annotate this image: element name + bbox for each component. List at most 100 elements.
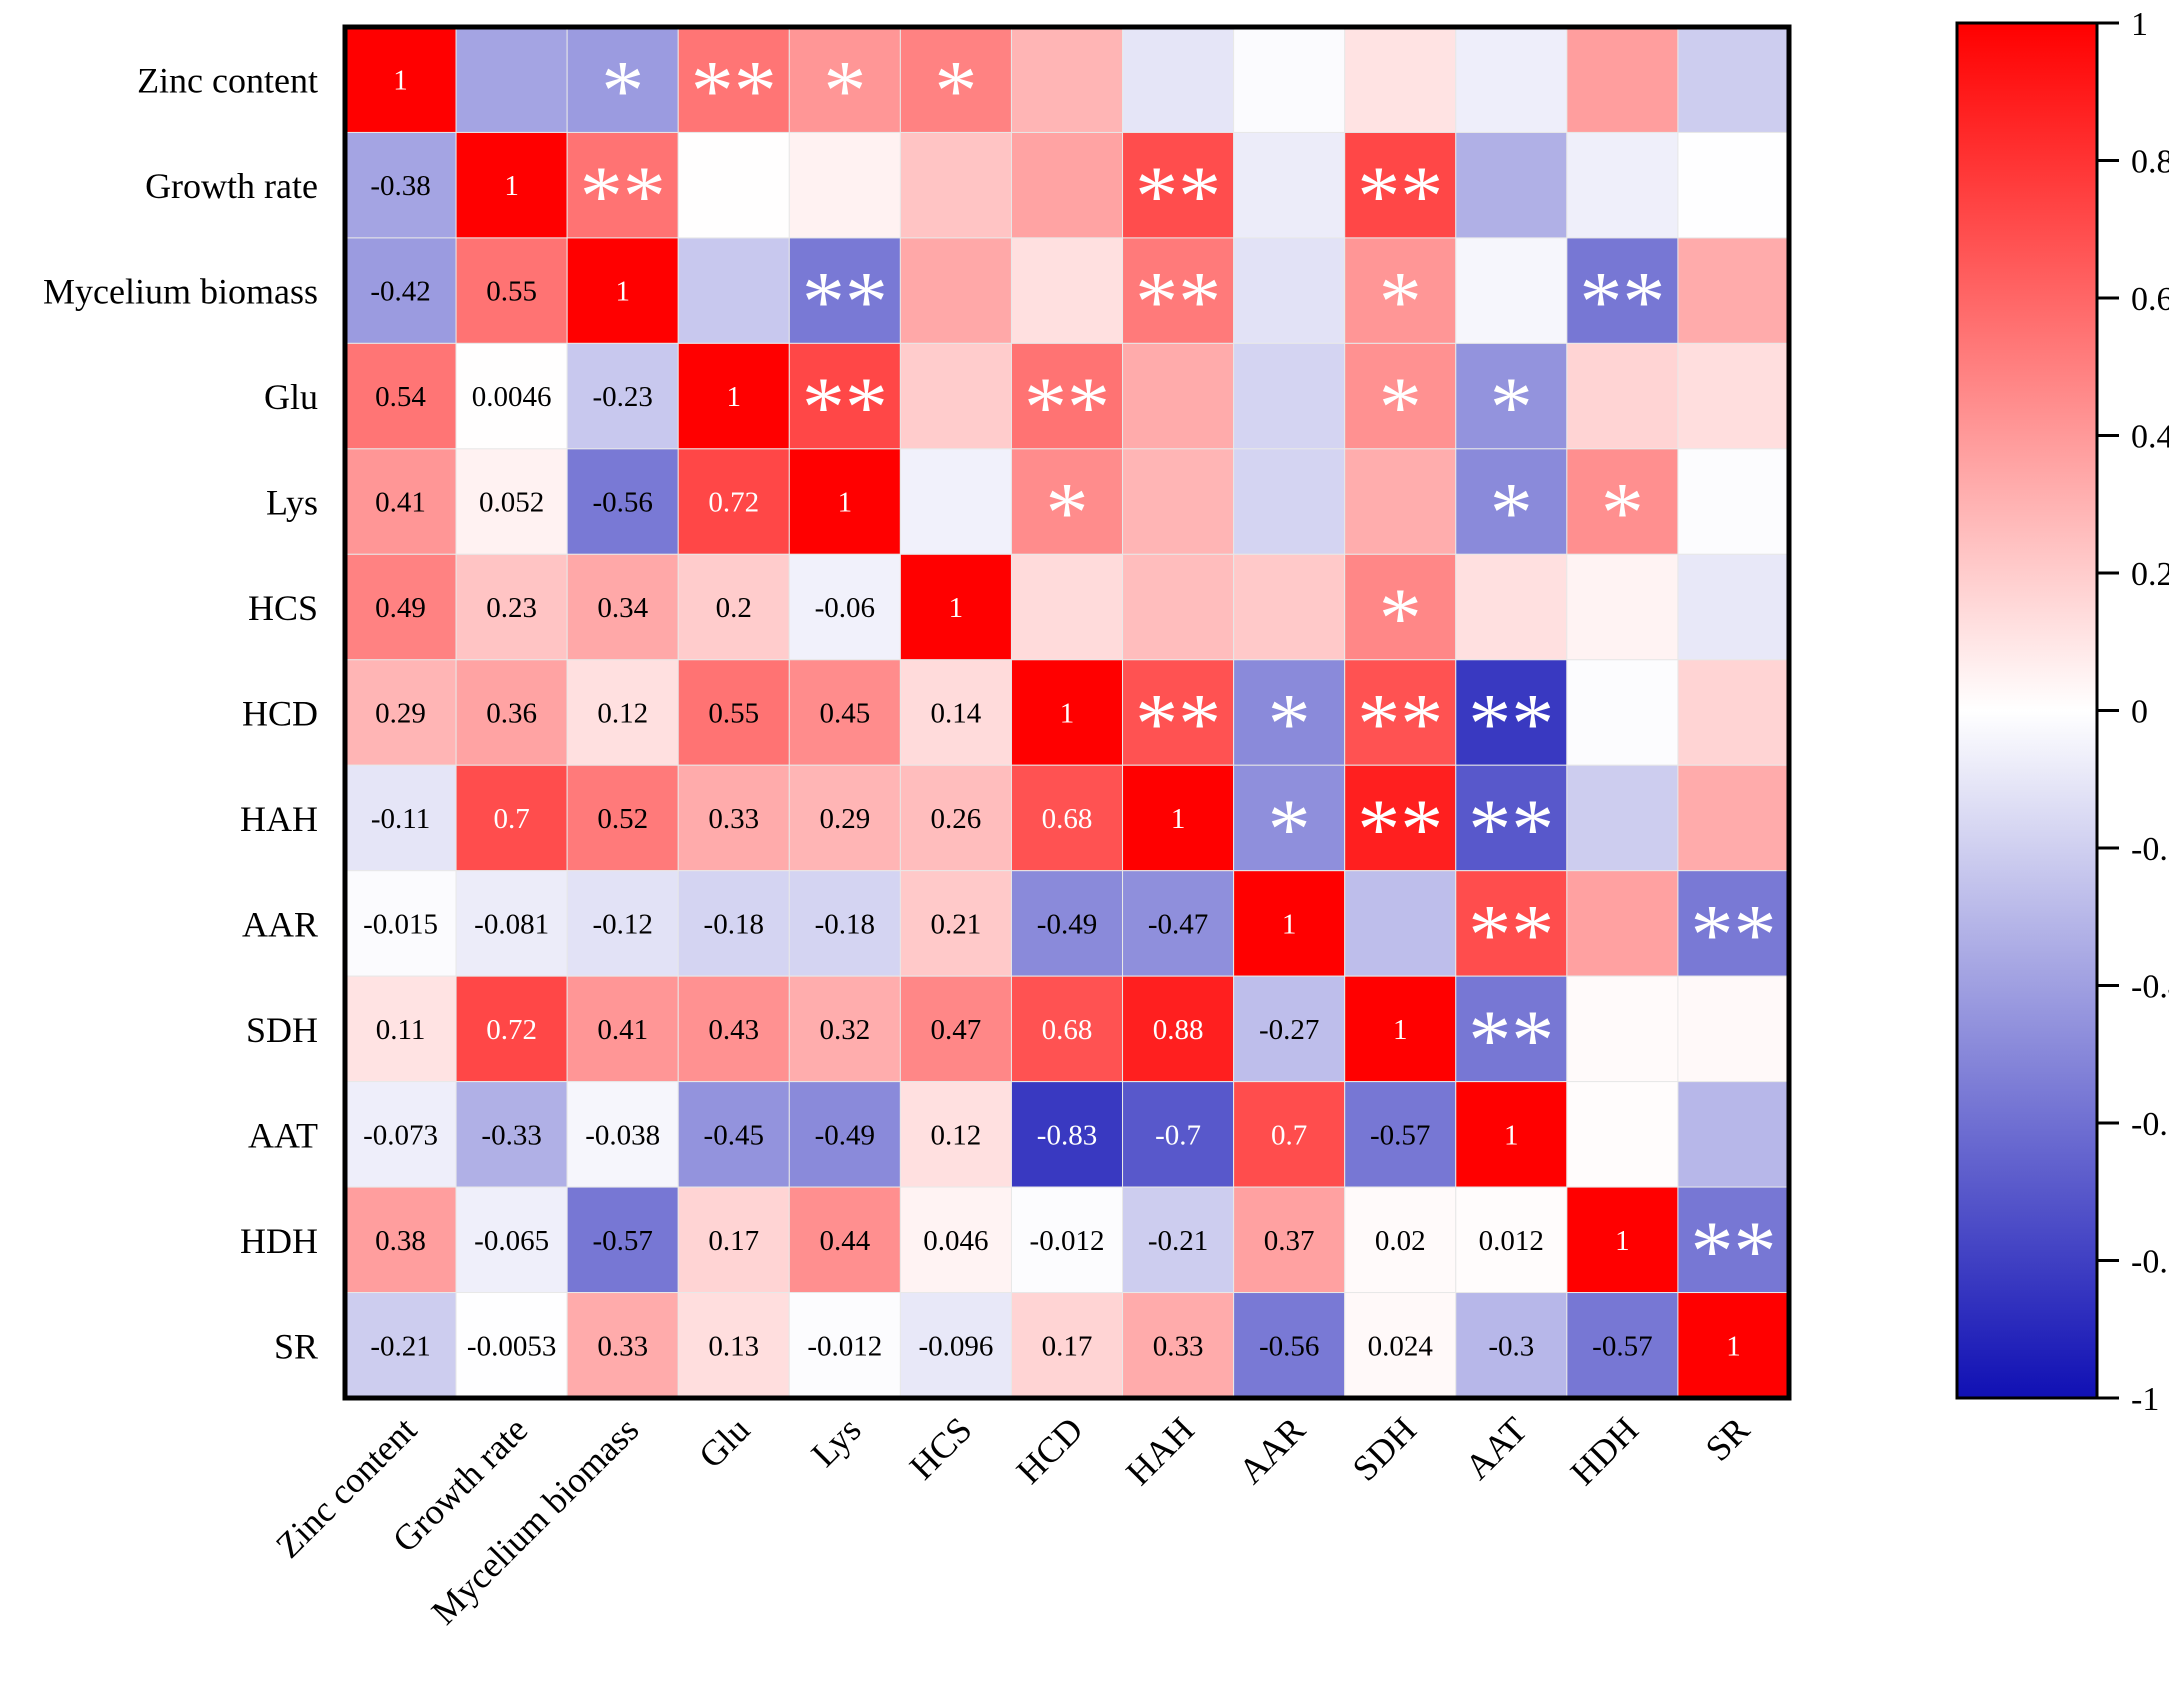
cell-value-label: 0.17 <box>1042 1330 1093 1362</box>
cell-value-label: -0.57 <box>592 1225 652 1257</box>
heatmap-cell <box>1122 1292 1235 1399</box>
cell-value-label: 0.41 <box>597 1014 648 1046</box>
cell-value-label: 0.68 <box>1042 803 1093 835</box>
heatmap-cell <box>1122 131 1235 239</box>
cell-value-label: -0.015 <box>363 908 438 940</box>
cell-value-label: 0.37 <box>1264 1225 1315 1257</box>
cell-value-label: 0.2 <box>716 592 752 624</box>
cell-value-label: 1 <box>949 592 964 624</box>
heatmap-cell <box>1677 448 1790 555</box>
heatmap-cell <box>1344 26 1457 133</box>
significance-mark: ** <box>1357 781 1443 877</box>
significance-mark: ** <box>580 148 666 244</box>
heatmap-cell <box>899 764 1012 872</box>
cell-value-label: 1 <box>838 487 853 519</box>
cell-value-label: 0.88 <box>1153 1014 1204 1046</box>
heatmap-cell <box>455 870 568 977</box>
heatmap-cell <box>1233 1292 1346 1399</box>
heatmap-cell <box>1233 131 1346 239</box>
cell-value-label: 1 <box>1060 698 1075 730</box>
heatmap-cell <box>677 1081 790 1188</box>
cell-value-label: 0.72 <box>708 487 759 519</box>
cell-value-label: 0.34 <box>597 592 648 624</box>
cell-value-label: -0.56 <box>592 487 652 519</box>
heatmap-cell <box>1344 237 1457 344</box>
row-label: AAT <box>248 1115 318 1155</box>
cell-value-label: 0.36 <box>486 698 537 730</box>
heatmap-cell <box>566 975 679 1083</box>
heatmap-cell <box>1010 26 1124 133</box>
colorbar-tick-label: 0.2 <box>2131 556 2169 593</box>
cell-value-label: 1 <box>615 276 630 308</box>
heatmap-cell <box>344 342 457 450</box>
heatmap-cell <box>1566 26 1679 133</box>
heatmap-cell <box>677 26 790 133</box>
heatmap-cell <box>899 1292 1012 1399</box>
heatmap-cell <box>566 1292 679 1399</box>
heatmap-cell <box>1233 237 1346 344</box>
heatmap-cell <box>677 659 790 766</box>
cell-value-label: 0.55 <box>486 276 537 308</box>
heatmap-cell <box>1010 448 1124 555</box>
cell-value-label: -0.57 <box>1370 1119 1430 1151</box>
heatmap-cell <box>899 870 1012 977</box>
cell-value-label: 0.13 <box>708 1330 759 1362</box>
significance-mark: ** <box>1468 886 1554 982</box>
significance-mark: ** <box>1024 359 1110 455</box>
heatmap-cell <box>1455 1081 1568 1188</box>
cell-value-label: 0.41 <box>375 487 426 519</box>
heatmap-cell <box>1233 870 1346 977</box>
heatmap-cell <box>344 237 457 344</box>
heatmap-cell <box>1455 553 1568 661</box>
heatmap-cell <box>1010 870 1124 977</box>
column-label: HAH <box>1118 1409 1201 1492</box>
cell-value-label: 0.29 <box>375 698 426 730</box>
cell-value-label: 0.0046 <box>472 381 552 413</box>
heatmap-cell <box>899 659 1012 766</box>
cell-value-label: 0.7 <box>1271 1119 1307 1151</box>
heatmap-cell <box>677 870 790 977</box>
heatmap-cell <box>344 1081 457 1188</box>
heatmap-cell <box>566 1186 679 1294</box>
row-label: Lys <box>266 483 318 523</box>
heatmap-cell <box>1566 342 1679 450</box>
row-label: HDH <box>240 1221 318 1261</box>
heatmap-cell <box>1122 975 1235 1083</box>
column-label: Glu <box>691 1409 757 1475</box>
heatmap-border <box>342 24 1792 1401</box>
heatmap-cell <box>1344 553 1457 661</box>
cell-value-label: -0.038 <box>585 1119 660 1151</box>
row-label: SR <box>274 1326 318 1366</box>
heatmap-cell <box>566 553 679 661</box>
correlation-value-labels: 1 -0.38 1 -0.42 0.55 1 0.54 0.0046 -0.23 1 0.41 0.0… <box>363 65 1741 1363</box>
cell-value-label: 1 <box>1282 908 1297 940</box>
heatmap-cell <box>1233 659 1346 766</box>
column-label: AAT <box>1457 1409 1535 1487</box>
heatmap-cell <box>1122 448 1235 555</box>
cell-value-label: -0.27 <box>1259 1014 1319 1046</box>
heatmap-cell <box>788 448 901 555</box>
heatmap-cell <box>566 131 679 239</box>
cell-value-label: 0.12 <box>597 698 648 730</box>
cell-value-label: 1 <box>1504 1119 1519 1151</box>
row-label: HCS <box>248 588 318 628</box>
significance-mark: * <box>601 43 644 139</box>
heatmap-cell <box>1455 1186 1568 1294</box>
heatmap-cell <box>455 553 568 661</box>
heatmap-cell <box>566 448 679 555</box>
cell-value-label: 0.29 <box>819 803 870 835</box>
row-label: AAR <box>242 904 318 944</box>
cell-value-label: -0.45 <box>704 1119 764 1151</box>
cell-value-label: 0.33 <box>597 1330 648 1362</box>
heatmap-cell <box>344 131 457 239</box>
colorbar-tick-label: 0.6 <box>2131 281 2169 318</box>
heatmap-cell <box>1233 342 1346 450</box>
heatmap-cell <box>1010 553 1124 661</box>
cell-value-label: -0.38 <box>370 170 430 202</box>
cell-value-label: -0.0053 <box>467 1330 556 1362</box>
column-label: Lys <box>803 1409 868 1474</box>
heatmap-cell <box>566 237 679 344</box>
heatmap-cell <box>1344 870 1457 977</box>
colorbar-ticks: 1 0.8 0.6 0.4 0.2 0 -0.2 -0.4 -0.6 -0.8 -1 <box>2097 6 2169 1418</box>
cell-value-label: -0.073 <box>363 1119 438 1151</box>
